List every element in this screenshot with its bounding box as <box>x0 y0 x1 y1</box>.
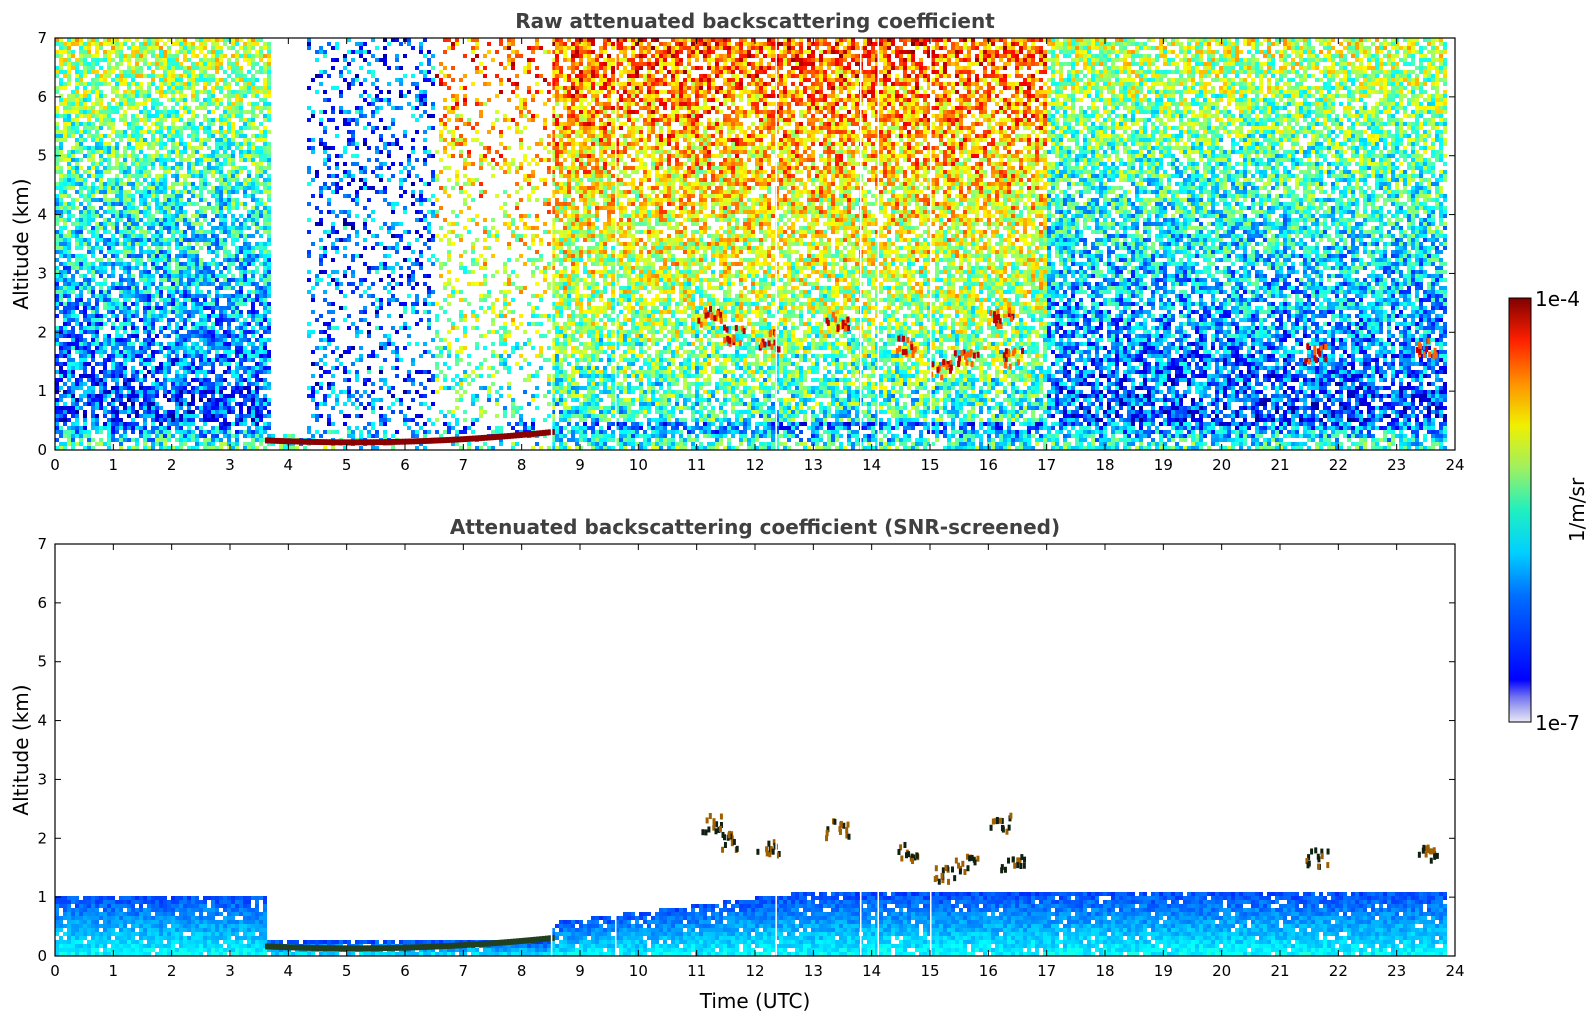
colorbar-min-label: 1e-7 <box>1535 711 1580 735</box>
x-tick-label: 17 <box>1037 962 1056 980</box>
x-tick-label: 6 <box>400 962 410 980</box>
x-tick-label: 4 <box>284 456 294 474</box>
y-tick-label: 0 <box>37 947 47 965</box>
x-tick-label: 9 <box>575 962 585 980</box>
colorbar: 1e-4 1e-7 1/m/sr <box>1508 287 1589 735</box>
bottom-panel: Attenuated backscattering coefficient (S… <box>9 515 1465 1013</box>
x-tick-label: 19 <box>1154 962 1173 980</box>
x-tick-label: 24 <box>1445 456 1464 474</box>
y-tick-label: 3 <box>37 770 47 788</box>
x-tick-label: 8 <box>517 456 527 474</box>
bottom-panel-data-layer <box>55 544 1447 956</box>
x-tick-label: 9 <box>575 456 585 474</box>
x-tick-label: 12 <box>745 962 764 980</box>
x-tick-label: 2 <box>167 456 177 474</box>
x-tick-label: 23 <box>1387 962 1406 980</box>
x-tick-label: 5 <box>342 962 352 980</box>
x-tick-label: 1 <box>109 962 119 980</box>
top-panel: Raw attenuated backscattering coefficien… <box>9 9 1465 474</box>
y-tick-label: 7 <box>37 535 47 553</box>
x-tick-label: 13 <box>804 962 823 980</box>
bottom-panel-y-label: Altitude (km) <box>9 684 33 815</box>
x-tick-label: 18 <box>1095 456 1114 474</box>
colorbar-max-label: 1e-4 <box>1535 287 1580 311</box>
y-tick-label: 7 <box>37 29 47 47</box>
x-tick-label: 21 <box>1270 962 1289 980</box>
bottom-panel-x-label: Time (UTC) <box>699 989 811 1013</box>
x-tick-label: 3 <box>225 456 235 474</box>
x-tick-label: 15 <box>920 456 939 474</box>
y-tick-label: 6 <box>37 88 47 106</box>
y-tick-label: 2 <box>37 323 47 341</box>
x-tick-label: 5 <box>342 456 352 474</box>
x-tick-label: 23 <box>1387 456 1406 474</box>
x-tick-label: 21 <box>1270 456 1289 474</box>
x-tick-label: 14 <box>862 456 881 474</box>
x-tick-label: 19 <box>1154 456 1173 474</box>
x-tick-label: 22 <box>1329 456 1348 474</box>
y-tick-label: 0 <box>37 441 47 459</box>
colorbar-unit-label: 1/m/sr <box>1565 477 1589 542</box>
y-tick-label: 2 <box>37 829 47 847</box>
x-tick-label: 24 <box>1445 962 1464 980</box>
x-tick-label: 4 <box>284 962 294 980</box>
x-tick-label: 14 <box>862 962 881 980</box>
x-tick-label: 16 <box>979 962 998 980</box>
x-tick-label: 20 <box>1212 962 1231 980</box>
x-tick-label: 11 <box>687 456 706 474</box>
x-tick-label: 6 <box>400 456 410 474</box>
y-tick-label: 4 <box>37 712 47 730</box>
x-tick-label: 13 <box>804 456 823 474</box>
top-panel-y-ticks: 0 1 2 3 4 5 6 7 <box>37 29 1455 459</box>
bottom-panel-title: Attenuated backscattering coefficient (S… <box>450 515 1060 539</box>
x-tick-label: 10 <box>629 456 648 474</box>
top-panel-data-layer <box>55 38 1447 450</box>
x-tick-label: 10 <box>629 962 648 980</box>
top-panel-x-ticks: 0 1 2 3 4 5 6 7 8 9 10 11 12 13 14 15 16 17 18 19 20 21 22 23 24 <box>50 38 1465 474</box>
bottom-panel-x-ticks: 0 1 2 3 4 5 6 7 8 9 10 11 12 13 14 15 16 17 18 19 20 21 22 23 24 <box>50 544 1465 980</box>
y-tick-label: 5 <box>37 147 47 165</box>
x-tick-label: 15 <box>920 962 939 980</box>
x-tick-label: 22 <box>1329 962 1348 980</box>
x-tick-label: 20 <box>1212 456 1231 474</box>
bottom-panel-y-ticks: 0 1 2 3 4 5 6 7 <box>37 535 1455 965</box>
x-tick-label: 16 <box>979 456 998 474</box>
x-tick-label: 7 <box>459 962 469 980</box>
top-panel-y-label: Altitude (km) <box>9 178 33 309</box>
x-tick-label: 12 <box>745 456 764 474</box>
x-tick-label: 2 <box>167 962 177 980</box>
x-tick-label: 0 <box>50 962 60 980</box>
x-tick-label: 1 <box>109 456 119 474</box>
x-tick-label: 17 <box>1037 456 1056 474</box>
y-tick-label: 1 <box>37 382 47 400</box>
y-tick-label: 3 <box>37 264 47 282</box>
x-tick-label: 8 <box>517 962 527 980</box>
x-tick-label: 3 <box>225 962 235 980</box>
x-tick-label: 7 <box>459 456 469 474</box>
x-tick-label: 0 <box>50 456 60 474</box>
y-tick-label: 1 <box>37 888 47 906</box>
y-tick-label: 5 <box>37 653 47 671</box>
y-tick-label: 6 <box>37 594 47 612</box>
x-tick-label: 18 <box>1095 962 1114 980</box>
x-tick-label: 11 <box>687 962 706 980</box>
colorbar-gradient <box>1508 297 1532 723</box>
y-tick-label: 4 <box>37 206 47 224</box>
top-panel-title: Raw attenuated backscattering coefficien… <box>515 9 995 33</box>
